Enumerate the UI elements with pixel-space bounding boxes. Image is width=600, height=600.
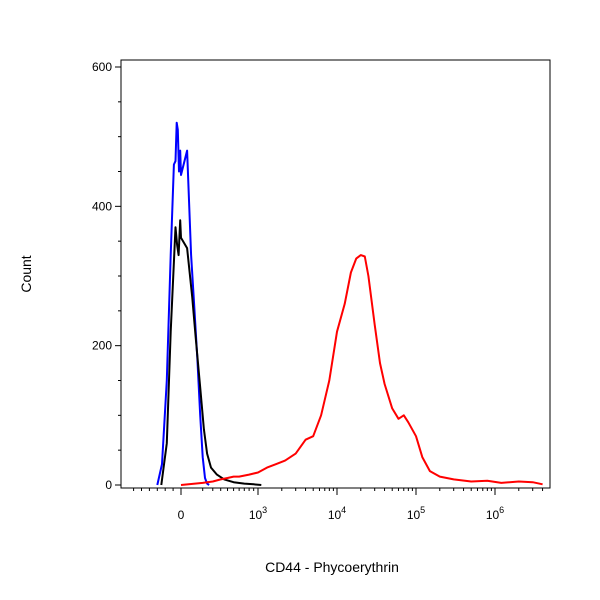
x-tick-label: 106 (486, 505, 504, 522)
x-tick-label: 105 (407, 505, 425, 522)
x-axis-title: CD44 - Phycoerythrin (265, 559, 399, 575)
x-tick-label: 104 (328, 505, 346, 522)
series-group (156, 121, 543, 486)
x-tick-label: 0 (178, 508, 185, 522)
x-axis: 0 103 104 105 106 (133, 488, 544, 522)
y-tick-label: 400 (92, 199, 112, 213)
plot-frame (120, 59, 551, 489)
y-axis-title: Count (18, 255, 34, 292)
y-axis: 0 200 400 600 (92, 60, 121, 492)
y-tick-label: 600 (92, 60, 112, 74)
y-tick-label: 0 (105, 478, 112, 492)
series-line-red (180, 254, 543, 486)
y-tick-label: 200 (92, 339, 112, 353)
series-line-black (160, 219, 262, 486)
x-tick-label: 103 (249, 505, 267, 522)
series-line-blue (156, 121, 210, 486)
